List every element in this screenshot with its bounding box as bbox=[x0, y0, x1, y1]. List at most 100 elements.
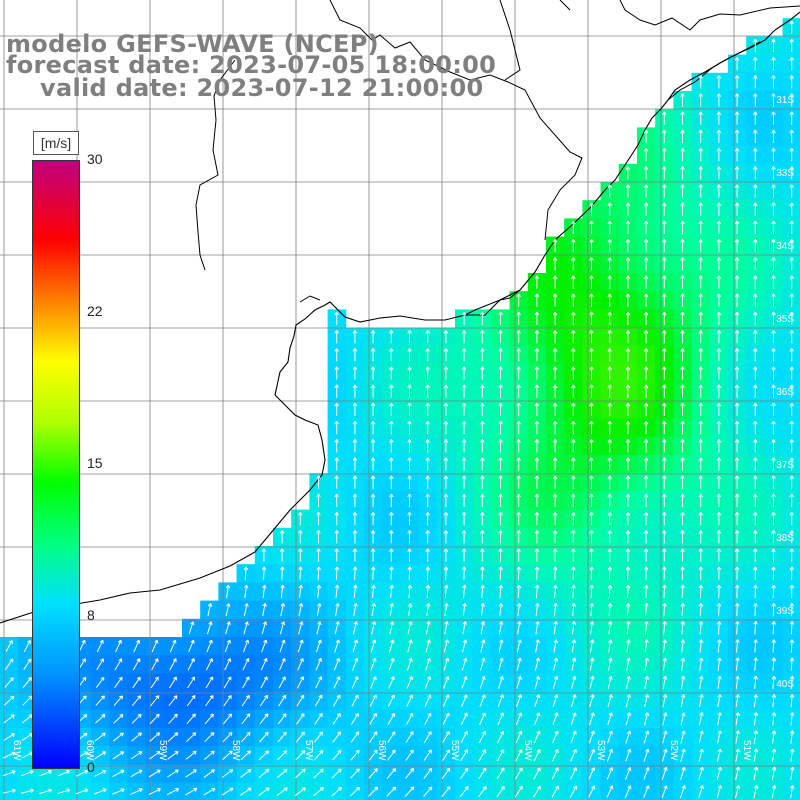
wind-arrow bbox=[516, 311, 521, 325]
wind-arrow bbox=[753, 785, 759, 799]
wind-arrow bbox=[734, 275, 740, 289]
wind-arrow bbox=[316, 511, 321, 526]
wind-arrow bbox=[443, 348, 449, 362]
lat-label: 31S bbox=[776, 95, 794, 106]
wind-arrow bbox=[516, 602, 522, 617]
wind-arrow bbox=[332, 731, 342, 743]
wind-arrow bbox=[425, 584, 431, 599]
wind-arrow bbox=[168, 676, 177, 689]
wind-arrow bbox=[589, 238, 594, 253]
wind-arrow bbox=[223, 694, 232, 707]
wind-arrow bbox=[333, 657, 341, 671]
wind-arrow bbox=[534, 457, 540, 471]
wind-arrow bbox=[606, 785, 614, 798]
wind-arrow bbox=[753, 129, 758, 143]
wind-arrow bbox=[407, 621, 413, 635]
wind-arrow bbox=[350, 712, 359, 725]
wind-arrow bbox=[789, 530, 794, 544]
wind-arrow bbox=[94, 769, 107, 777]
wind-arrow bbox=[625, 238, 631, 253]
wind-arrow bbox=[588, 748, 595, 762]
wind-arrow bbox=[204, 732, 215, 743]
wind-arrow bbox=[789, 384, 794, 398]
wind-arrow bbox=[698, 184, 703, 198]
wind-arrow bbox=[480, 402, 485, 416]
wind-arrow bbox=[789, 147, 794, 162]
wind-arrow bbox=[334, 311, 339, 325]
wind-arrow bbox=[204, 713, 214, 725]
wind-arrow bbox=[571, 257, 576, 271]
wind-arrow bbox=[735, 748, 741, 762]
wind-arrow bbox=[771, 730, 777, 744]
wind-arrow bbox=[480, 639, 486, 653]
wind-arrow bbox=[680, 511, 685, 526]
wind-arrow bbox=[352, 420, 358, 435]
wind-arrow bbox=[516, 511, 521, 526]
wind-arrow bbox=[335, 602, 340, 617]
wind-arrow bbox=[3, 733, 16, 741]
wind-arrow bbox=[717, 639, 722, 653]
wind-arrow bbox=[241, 713, 251, 725]
wind-arrow bbox=[479, 676, 486, 689]
wind-arrow bbox=[771, 384, 776, 398]
wind-arrow bbox=[498, 621, 504, 635]
lat-label: 40S bbox=[776, 679, 794, 690]
wind-arrow bbox=[716, 238, 722, 253]
wind-arrow bbox=[516, 584, 522, 599]
wind-arrow bbox=[680, 402, 685, 416]
wind-arrow bbox=[771, 566, 776, 580]
wind-arrow bbox=[387, 731, 396, 743]
wind-arrow bbox=[352, 457, 358, 471]
wind-arrow bbox=[148, 788, 161, 796]
wind-arrow bbox=[607, 602, 613, 617]
wind-arrow bbox=[516, 475, 521, 489]
wind-arrow bbox=[789, 584, 795, 599]
wind-arrow bbox=[789, 639, 795, 653]
wind-arrow bbox=[461, 402, 467, 416]
wind-arrow bbox=[662, 457, 667, 471]
wind-arrow bbox=[734, 402, 740, 416]
wind-arrow bbox=[699, 657, 704, 671]
wind-arrow bbox=[222, 750, 233, 760]
colorbar-unit-label: [m/s] bbox=[33, 131, 79, 155]
wind-arrow bbox=[771, 166, 776, 180]
wind-arrow bbox=[407, 602, 413, 617]
wind-arrow bbox=[716, 257, 722, 271]
wind-arrow bbox=[789, 202, 794, 216]
wind-arrow bbox=[625, 712, 632, 726]
wind-arrow bbox=[277, 750, 288, 761]
wind-arrow bbox=[771, 784, 777, 799]
wind-arrow bbox=[334, 493, 339, 507]
wind-arrow bbox=[534, 311, 540, 325]
wind-arrow bbox=[734, 457, 740, 471]
wind-arrow bbox=[443, 566, 449, 580]
wind-arrow bbox=[753, 621, 758, 635]
wind-arrow bbox=[753, 348, 758, 362]
wind-arrow bbox=[480, 384, 485, 398]
wind-arrow bbox=[151, 658, 159, 671]
wind-arrow bbox=[753, 675, 758, 690]
wind-arrow bbox=[515, 712, 523, 726]
wind-arrow bbox=[589, 384, 594, 398]
wind-arrow bbox=[716, 111, 722, 125]
lon-label: 60W bbox=[84, 740, 95, 761]
wind-arrow bbox=[516, 675, 522, 689]
wind-arrow bbox=[535, 621, 540, 635]
wind-arrow bbox=[552, 439, 558, 453]
wind-arrow bbox=[552, 457, 558, 471]
wind-arrow bbox=[316, 493, 321, 507]
wind-arrow bbox=[331, 768, 342, 779]
wind-arrow bbox=[405, 712, 414, 725]
wind-arrow bbox=[771, 293, 776, 307]
wind-arrow bbox=[57, 769, 71, 777]
wind-arrow bbox=[406, 676, 413, 689]
wind-arrow bbox=[716, 785, 723, 799]
wind-arrow bbox=[240, 787, 252, 796]
wind-arrow bbox=[589, 457, 594, 471]
wind-arrow bbox=[150, 676, 159, 689]
wind-arrow bbox=[571, 402, 576, 416]
wind-arrow bbox=[370, 475, 376, 489]
wind-speed-field bbox=[0, 18, 800, 800]
wind-arrow bbox=[22, 695, 33, 706]
wind-arrow bbox=[169, 658, 177, 671]
